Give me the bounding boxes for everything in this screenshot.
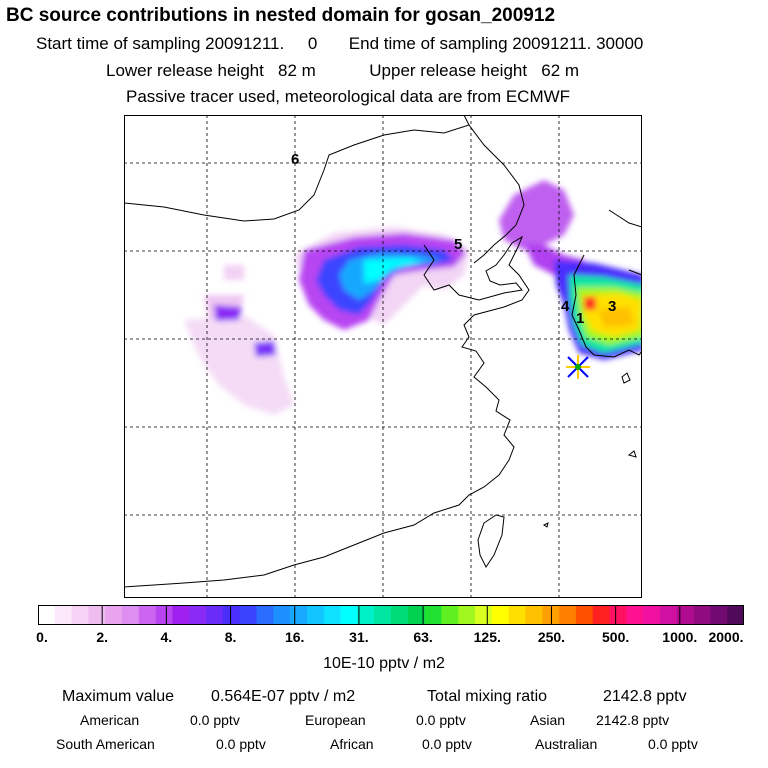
coastlines xyxy=(124,115,642,588)
end-label: End time of sampling xyxy=(348,34,508,53)
colorbar-swatch xyxy=(122,605,140,625)
colorbar-tick-label: 125. xyxy=(473,629,501,645)
sampling-times: Start time of sampling 20091211. 0 End t… xyxy=(36,35,643,52)
region-label-1: 1 xyxy=(576,310,584,327)
european-value: 0.0 pptv xyxy=(416,712,466,728)
tracer-note: Passive tracer used, meteorological data… xyxy=(126,87,571,106)
region-label-4: 4 xyxy=(561,298,570,315)
colorbar-swatch xyxy=(71,605,89,625)
colorbar-swatch xyxy=(592,605,610,625)
max-value: 0.564E-07 pptv / m2 xyxy=(211,688,356,705)
colorbar-units: 10E-10 pptv / m2 xyxy=(323,655,445,672)
asian-value: 2142.8 pptv xyxy=(596,712,670,728)
release-heights: Lower release height 82 m Upper release … xyxy=(106,62,579,79)
start-value: 20091211. 0 xyxy=(205,34,318,53)
colorbar-swatch xyxy=(575,605,594,625)
colorbar-swatch xyxy=(559,605,577,625)
colorbar-swatch xyxy=(424,605,442,625)
colorbar-swatch xyxy=(391,605,409,625)
end-value: 20091211. 30000 xyxy=(512,34,644,53)
colorbar-swatch xyxy=(340,605,358,625)
colorbar-swatch xyxy=(643,605,661,625)
colorbar-swatch xyxy=(374,605,392,625)
colorbar-swatch xyxy=(357,605,375,625)
colorbar-swatch xyxy=(273,605,291,625)
colorbar-swatch xyxy=(38,605,56,625)
start-label: Start time of sampling xyxy=(36,34,201,53)
map-panel: 6 5 4 1 3 xyxy=(124,115,642,598)
region-label-6: 6 xyxy=(291,151,299,168)
receptor-star-marker xyxy=(566,355,590,379)
colorbar-tick-label: 63. xyxy=(413,629,433,645)
colorbar-swatch xyxy=(172,605,190,625)
african-value: 0.0 pptv xyxy=(422,736,472,752)
plot-title: BC source contributions in nested domain… xyxy=(6,5,556,26)
asian-label: Asian xyxy=(530,712,566,728)
colorbar-swatch xyxy=(475,605,493,625)
colorbar-swatch xyxy=(323,605,341,625)
colorbar-swatch xyxy=(441,605,459,625)
european-label: European xyxy=(305,712,366,728)
colorbar-tick-label: 2. xyxy=(96,629,109,645)
colorbar-swatch xyxy=(609,605,627,625)
american-label: American xyxy=(80,712,140,728)
colorbar-swatch xyxy=(88,605,106,625)
colorbar-swatch xyxy=(306,605,325,625)
colorbar-swatch xyxy=(458,605,476,625)
australian-label: Australian xyxy=(535,736,598,752)
colorbar-swatch xyxy=(105,605,123,625)
colorbar-swatch xyxy=(693,605,711,625)
colorbar-swatch xyxy=(138,605,156,625)
colorbar-swatch xyxy=(189,605,207,625)
colorbar-swatch xyxy=(222,605,241,625)
colorbar xyxy=(38,605,744,625)
colorbar-swatch xyxy=(206,605,224,625)
colorbar-swatch xyxy=(407,605,425,625)
colorbar-swatch xyxy=(676,605,694,625)
american-value: 0.0 pptv xyxy=(190,712,240,728)
upper-label: Upper release height xyxy=(369,61,528,80)
colorbar-swatch xyxy=(659,605,678,625)
colorbar-tick-label: 0. xyxy=(36,629,48,645)
colorbar-tick-label: 250. xyxy=(537,629,566,645)
colorbar-swatch xyxy=(727,605,744,625)
concentration-plume xyxy=(184,180,642,415)
region-label-3: 3 xyxy=(608,298,616,315)
colorbar-tick-label: 8. xyxy=(224,629,237,645)
upper-value: 62 m xyxy=(541,61,580,80)
region-label-5: 5 xyxy=(454,236,462,253)
max-label: Maximum value xyxy=(62,688,175,705)
total-value: 2142.8 pptv xyxy=(603,688,687,705)
colorbar-swatch xyxy=(491,605,509,625)
colorbar-tick-label: 16. xyxy=(284,629,305,645)
colorbar-swatch xyxy=(256,605,274,625)
colorbar-frame xyxy=(38,605,744,625)
graticule xyxy=(124,115,642,598)
colorbar-swatch xyxy=(626,605,644,625)
south-american-value: 0.0 pptv xyxy=(216,736,266,752)
colorbar-swatch xyxy=(508,605,526,625)
colorbar-tick-label: 4. xyxy=(160,629,173,645)
colorbar-swatch xyxy=(290,605,308,625)
lower-value: 82 m xyxy=(278,61,316,80)
australian-value: 0.0 pptv xyxy=(648,736,698,752)
total-label: Total mixing ratio xyxy=(427,688,548,705)
lower-label: Lower release height xyxy=(106,61,264,80)
colorbar-swatch xyxy=(525,605,543,625)
colorbar-swatch xyxy=(155,605,173,625)
african-label: African xyxy=(330,736,374,752)
colorbar-swatch xyxy=(710,605,728,625)
colorbar-swatch xyxy=(239,605,257,625)
colorbar-swatch xyxy=(54,605,72,625)
colorbar-tick-label: 1000. xyxy=(662,629,698,645)
colorbar-tick-label: 500. xyxy=(602,629,630,645)
south-american-label: South American xyxy=(56,736,155,752)
colorbar-tick-label: 2000. xyxy=(708,629,744,645)
colorbar-swatch xyxy=(542,605,560,625)
colorbar-tick-label: 31. xyxy=(349,629,369,645)
